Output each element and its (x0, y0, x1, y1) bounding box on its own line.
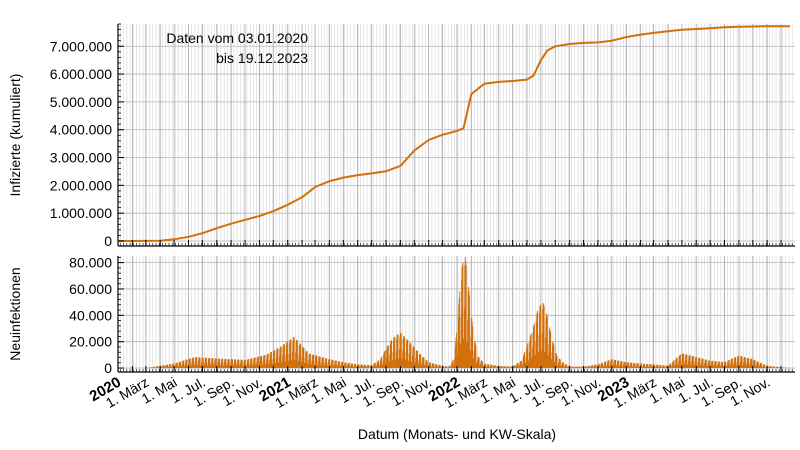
cumulative-point (173, 238, 175, 241)
cumulative-point (546, 49, 549, 52)
cumulative-y-tick-label: 7.000.000 (50, 38, 112, 54)
cumulative-axes (117, 24, 795, 247)
cumulative-point (652, 32, 655, 34)
cumulative-point (286, 204, 289, 206)
cumulative-y-tick-label: 3.000.000 (50, 150, 112, 166)
new-infections-y-tick-label: 40.000 (69, 307, 112, 323)
new-infections-y-tick-label: 20.000 (69, 334, 112, 350)
new-infections-y-tick-label: 60.000 (69, 281, 112, 297)
cumulative-point (788, 25, 791, 28)
cumulative-point (328, 180, 331, 182)
x-axis-label: Datum (Monats- und KW-Skala) (358, 426, 556, 442)
cumulative-point (766, 25, 768, 28)
date-range-note-line-1: Daten vom 03.01.2020 (166, 30, 308, 46)
cumulative-point (532, 74, 535, 77)
cumulative-point (483, 83, 486, 85)
cumulative-point (540, 59, 542, 61)
cumulative-point (314, 186, 316, 188)
cumulative-point (738, 25, 740, 28)
cumulative-point (695, 28, 698, 30)
cumulative-point (554, 45, 557, 48)
cumulative-grid (117, 24, 795, 246)
cumulative-point (448, 132, 450, 134)
cumulative-point (625, 36, 628, 38)
cumulative-point (582, 42, 585, 44)
cumulative-y-ticks: 0 1.000.000 2.000.000 3.000.000 4.000.000 5.0… (50, 23, 124, 249)
cumulative-point (215, 227, 218, 229)
cumulative-y-tick-label: 4.000.000 (50, 122, 112, 138)
cumulative-point (230, 222, 232, 225)
cumulative-point (597, 41, 599, 44)
cumulative-point (462, 127, 465, 130)
cumulative-point (511, 80, 514, 82)
cumulative-point (568, 43, 571, 45)
new-infections-y-axis-label: Neuinfektionen (7, 267, 23, 360)
cumulative-point (399, 165, 402, 167)
cumulative-line (118, 25, 790, 242)
cumulative-point (272, 210, 275, 213)
cumulative-point (342, 176, 345, 179)
cumulative-point (497, 81, 500, 83)
cumulative-point (441, 133, 444, 136)
cumulative-point (723, 26, 726, 29)
cumulative-panel: 0 1.000.000 2.000.000 3.000.000 4.000.000 5.0… (7, 23, 795, 249)
cumulative-point (413, 149, 416, 152)
cumulative-point (611, 39, 613, 42)
cumulative-point (456, 130, 458, 132)
new-infections-y-tick-label: 80.000 (69, 255, 112, 271)
cumulative-point (187, 236, 190, 238)
new-infections-series (145, 257, 790, 369)
cumulative-point (201, 232, 204, 235)
cumulative-point (752, 25, 754, 28)
cumulative-point (681, 29, 683, 31)
cumulative-y-tick-label: 6.000.000 (50, 66, 112, 82)
cumulative-point (370, 172, 373, 175)
date-range-note-line-2: bis 19.12.2023 (216, 50, 308, 66)
cumulative-series (118, 25, 791, 242)
cumulative-point (301, 196, 303, 199)
cumulative-point (667, 30, 669, 33)
cumulative-point (709, 27, 711, 29)
cumulative-y-tick-label: 5.000.000 (50, 94, 112, 110)
cumulative-point (526, 78, 528, 81)
cumulative-point (385, 170, 387, 172)
cumulative-y-tick-label: 0 (104, 233, 112, 249)
cumulative-point (470, 93, 473, 95)
cumulative-point (244, 219, 246, 221)
cumulative-y-axis-label: Infizierte (kumuliert) (7, 74, 23, 197)
cumulative-y-tick-label: 2.000.000 (50, 177, 112, 193)
new-infections-y-tick-label: 0 (104, 360, 112, 376)
new-infections-axes (117, 256, 795, 373)
cumulative-point (639, 33, 642, 36)
new-infections-panel: 0 20.000 40.000 60.000 80.000 Neuinfektionen (7, 255, 795, 376)
cumulative-y-tick-label: 1.000.000 (50, 205, 112, 221)
new-infections-y-ticks: 0 20.000 40.000 60.000 80.000 (69, 255, 124, 376)
cumulative-point (258, 215, 261, 217)
cumulative-point (427, 139, 430, 141)
cumulative-point (356, 174, 359, 176)
